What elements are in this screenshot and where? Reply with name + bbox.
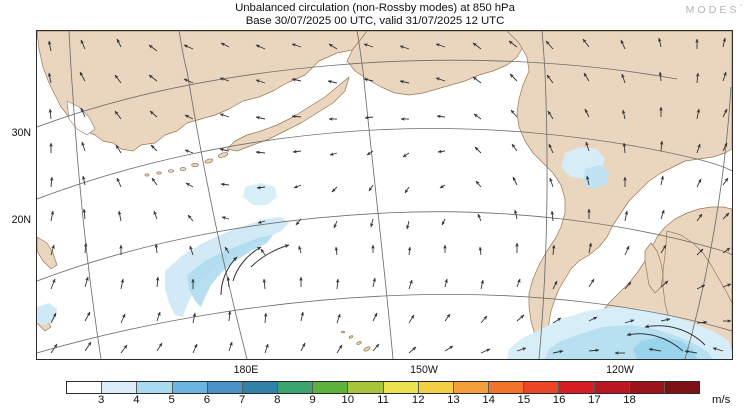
colorbar-cell-15 xyxy=(594,382,630,393)
colorbar-tick-5: 5 xyxy=(168,394,175,406)
colorbar-cell-7 xyxy=(313,382,349,393)
colorbar-tick-4: 4 xyxy=(133,394,140,406)
parallel-30N xyxy=(37,128,732,200)
land-alaska-peninsula xyxy=(226,76,350,152)
colorbar-tick-13: 13 xyxy=(447,394,460,406)
modes-logo: MODES° xyxy=(686,4,742,16)
colorbar-units-label: m/s xyxy=(712,394,731,406)
land-baja-california xyxy=(644,242,664,294)
colorbar-cell-5 xyxy=(242,382,279,393)
wind-vector-arc-southeast xyxy=(626,324,706,352)
parallel-20N xyxy=(37,211,732,282)
speed-shading-regions xyxy=(37,147,732,359)
colorbar-cell-16 xyxy=(629,382,665,393)
modes-logo-text: MODES xyxy=(685,4,740,16)
colorbar-tick-18: 18 xyxy=(623,394,636,406)
map-canvas xyxy=(37,31,732,359)
colorbar-cell-1 xyxy=(102,382,138,393)
colorbar[interactable] xyxy=(66,381,700,394)
y-tick-30N: 30N xyxy=(11,127,31,139)
colorbar-tick-16: 16 xyxy=(552,394,566,406)
land-japan-fragment xyxy=(37,236,58,270)
chart-title-block: Unbalanced circulation (non-Rossby modes… xyxy=(0,2,750,28)
hawaii-islands xyxy=(341,330,371,352)
colorbar-cell-9 xyxy=(383,382,419,393)
meridian-2 xyxy=(178,31,248,359)
colorbar-tick-17: 17 xyxy=(587,394,601,406)
colorbar-tick-9: 9 xyxy=(309,394,316,406)
colorbar-cell-17 xyxy=(664,382,700,393)
colorbar-cell-11 xyxy=(453,382,490,393)
meridian-3 xyxy=(356,31,394,359)
colorbar-tick-8: 8 xyxy=(274,394,281,406)
shading-southeast-inner xyxy=(633,337,697,359)
colorbar-tick-3: 3 xyxy=(98,394,105,406)
colorbar-tick-12: 12 xyxy=(411,394,425,406)
colorbar-cell-4 xyxy=(207,382,243,393)
graticule xyxy=(37,31,732,359)
colorbar-cell-6 xyxy=(278,382,314,393)
colorbar-cell-13 xyxy=(524,382,560,393)
colorbar-tick-14: 14 xyxy=(482,394,495,406)
colorbar-cell-14 xyxy=(559,382,595,393)
shading-small-blob-a xyxy=(243,183,277,205)
wind-vector-swirl-west xyxy=(220,244,290,296)
x-tick-120W: 120W xyxy=(606,364,634,376)
parallel-40N xyxy=(37,59,678,128)
x-tick-150W: 150W xyxy=(410,364,438,376)
meridian-5 xyxy=(684,86,732,359)
colorbar-tick-7: 7 xyxy=(238,394,246,406)
colorbar-cell-3 xyxy=(172,382,208,393)
colorbar-cell-12 xyxy=(489,382,525,393)
aleutian-islands xyxy=(144,152,229,177)
land-siberia xyxy=(37,31,371,152)
colorbar-tick-15: 15 xyxy=(517,394,531,406)
y-axis-ticks: 30N 20N xyxy=(0,30,36,360)
meridian-1 xyxy=(68,31,102,359)
wind-vector-field xyxy=(47,37,732,355)
page-title: Unbalanced circulation (non-Rossby modes… xyxy=(235,2,515,14)
x-tick-180E: 180E xyxy=(233,364,259,376)
colorbar-cell-0 xyxy=(67,382,103,393)
colorbar-tick-10: 10 xyxy=(341,394,355,406)
shading-baja-core xyxy=(583,165,609,189)
land-polygons xyxy=(37,31,732,359)
colorbar-tick-11: 11 xyxy=(377,394,389,406)
colorbar-tick-6: 6 xyxy=(203,394,211,406)
shading-west-pacific-core xyxy=(187,235,273,307)
colorbar-cell-10 xyxy=(418,382,454,393)
parallel-10N xyxy=(37,293,732,354)
modes-logo-mark: ° xyxy=(739,4,742,11)
colorbar-cell-8 xyxy=(348,382,384,393)
chart-subtitle: Base 30/07/2025 00 UTC, valid 31/07/2025… xyxy=(245,15,505,27)
map-plot-area[interactable] xyxy=(36,30,733,360)
shading-left-edge xyxy=(37,303,57,325)
colorbar-cell-2 xyxy=(137,382,173,393)
y-tick-20N: 20N xyxy=(11,214,31,226)
